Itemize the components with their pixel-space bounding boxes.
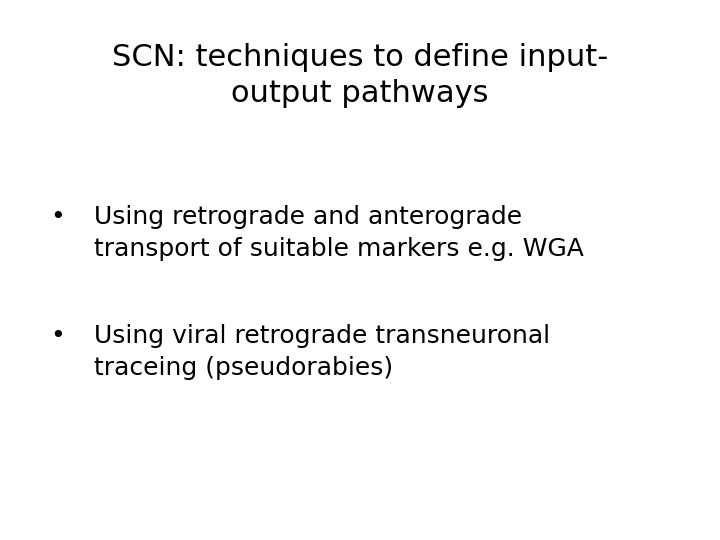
Text: •: • <box>50 324 65 348</box>
Text: Using retrograde and anterograde
transport of suitable markers e.g. WGA: Using retrograde and anterograde transpo… <box>94 205 583 261</box>
Text: SCN: techniques to define input-
output pathways: SCN: techniques to define input- output … <box>112 43 608 108</box>
Text: •: • <box>50 205 65 229</box>
Text: Using viral retrograde transneuronal
traceing (pseudorabies): Using viral retrograde transneuronal tra… <box>94 324 550 380</box>
